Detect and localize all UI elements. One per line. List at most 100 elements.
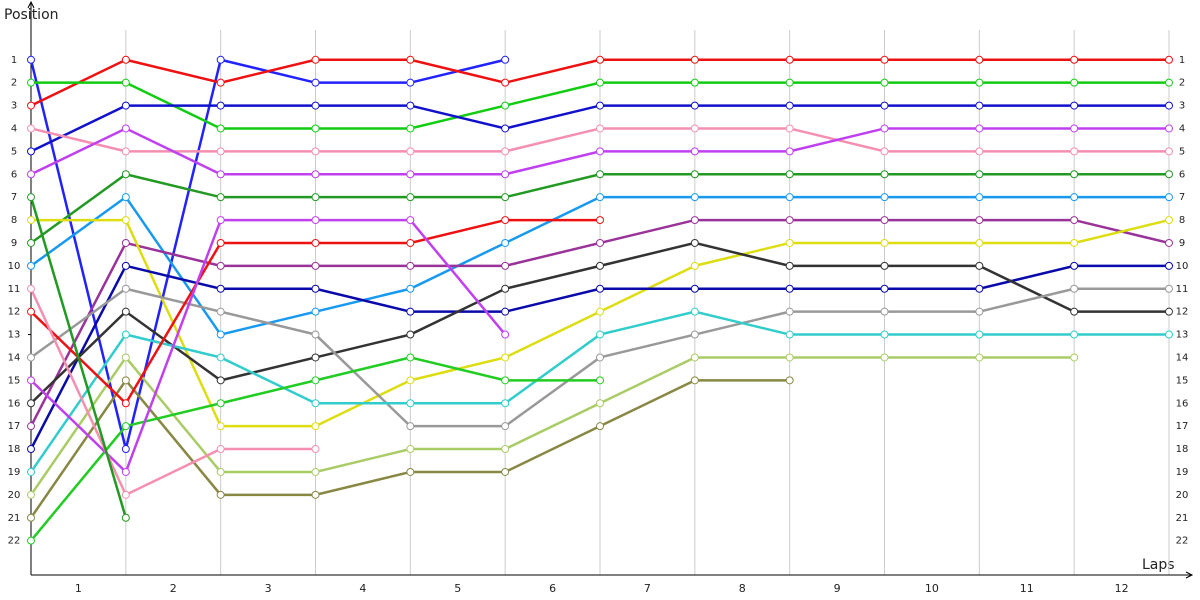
point — [690, 376, 699, 385]
point — [501, 330, 510, 339]
x-tick-label: 5 — [454, 582, 461, 595]
point — [121, 78, 130, 87]
point — [27, 238, 35, 247]
point — [311, 170, 320, 179]
point — [216, 467, 225, 476]
x-tick-label: 8 — [739, 582, 746, 595]
point — [690, 330, 699, 339]
point — [406, 284, 415, 293]
point — [1165, 147, 1173, 156]
point — [975, 353, 984, 362]
point — [596, 376, 604, 385]
point — [1165, 330, 1173, 339]
y-tick-label-right: 18 — [1176, 444, 1189, 455]
point — [690, 353, 699, 362]
point — [501, 284, 510, 293]
point — [690, 261, 699, 270]
y-tick-label-right: 19 — [1176, 467, 1189, 478]
point — [1165, 307, 1173, 316]
point — [406, 467, 415, 476]
point — [27, 445, 35, 454]
point — [27, 307, 35, 316]
y-tick-label-right: 15 — [1176, 375, 1189, 386]
point — [216, 216, 225, 225]
point — [501, 55, 510, 64]
x-tick-label: 12 — [1115, 582, 1129, 595]
y-tick-label-right: 3 — [1179, 101, 1185, 112]
point — [785, 193, 794, 202]
point — [501, 238, 510, 247]
point — [975, 170, 984, 179]
point — [785, 147, 794, 156]
y-tick-label: 1 — [11, 55, 17, 66]
point — [880, 78, 889, 87]
point — [216, 55, 225, 64]
point — [27, 490, 35, 499]
point — [1070, 284, 1079, 293]
point — [311, 490, 320, 499]
point — [121, 284, 130, 293]
y-tick-label: 2 — [11, 78, 17, 89]
point — [121, 55, 130, 64]
point — [121, 445, 130, 454]
y-tick-label-right: 16 — [1176, 398, 1189, 409]
point — [1070, 101, 1079, 110]
point — [880, 307, 889, 316]
y-tick-label-right: 17 — [1176, 421, 1189, 432]
y-tick-label: 17 — [8, 421, 21, 432]
point — [1070, 238, 1079, 247]
y-tick-label: 11 — [8, 284, 21, 295]
point — [216, 284, 225, 293]
point — [880, 124, 889, 133]
point — [501, 445, 510, 454]
y-tick-label: 5 — [11, 146, 17, 157]
x-tick-label: 1 — [75, 582, 82, 595]
point — [27, 422, 35, 431]
y-tick-label-right: 5 — [1179, 146, 1185, 157]
point — [501, 193, 510, 202]
point — [785, 284, 794, 293]
y-tick-label-right: 12 — [1176, 307, 1189, 318]
point — [27, 536, 35, 545]
point — [216, 147, 225, 156]
point — [121, 147, 130, 156]
point — [27, 376, 35, 385]
point — [216, 490, 225, 499]
point — [596, 261, 604, 270]
point — [27, 513, 35, 522]
point — [27, 170, 35, 179]
point — [121, 353, 130, 362]
point — [27, 124, 35, 133]
point — [785, 124, 794, 133]
point — [596, 101, 604, 110]
point — [975, 261, 984, 270]
y-tick-label-right: 7 — [1179, 192, 1185, 203]
point — [1165, 170, 1173, 179]
point — [406, 307, 415, 316]
point — [27, 216, 35, 225]
y-tick-label-right: 6 — [1179, 169, 1185, 180]
point — [27, 399, 35, 408]
point — [501, 353, 510, 362]
point — [27, 193, 35, 202]
y-tick-label-right: 21 — [1176, 513, 1189, 524]
point — [27, 55, 35, 64]
point — [880, 261, 889, 270]
y-tick-label: 21 — [8, 513, 21, 524]
point — [406, 261, 415, 270]
y-tick-label: 3 — [11, 101, 17, 112]
y-tick-label-right: 2 — [1179, 78, 1185, 89]
point — [216, 124, 225, 133]
point — [785, 330, 794, 339]
point — [216, 193, 225, 202]
y-tick-label-right: 22 — [1176, 536, 1189, 547]
point — [596, 124, 604, 133]
point — [596, 193, 604, 202]
point — [311, 216, 320, 225]
point — [1165, 78, 1173, 87]
point — [596, 238, 604, 247]
point — [785, 101, 794, 110]
point — [1165, 101, 1173, 110]
point — [216, 170, 225, 179]
y-tick-label-right: 8 — [1179, 215, 1185, 226]
